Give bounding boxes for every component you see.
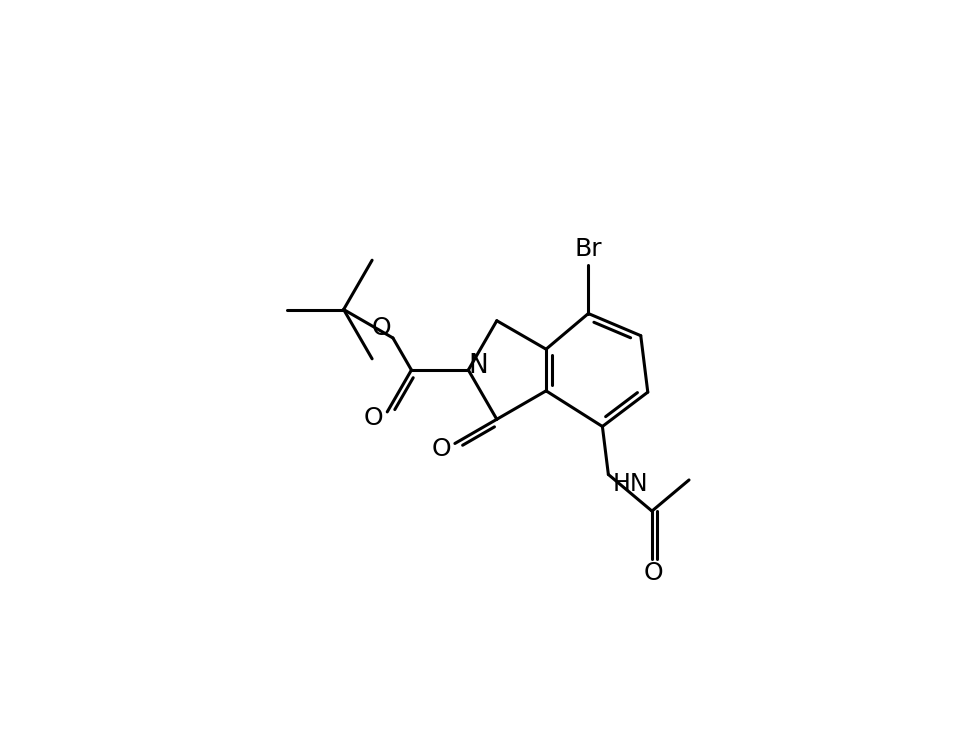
Text: O: O [371, 316, 391, 340]
Text: O: O [432, 437, 451, 461]
Text: O: O [643, 561, 663, 585]
Text: N: N [469, 353, 488, 379]
Text: O: O [364, 406, 383, 430]
Text: Br: Br [574, 238, 603, 261]
Text: HN: HN [612, 472, 648, 497]
